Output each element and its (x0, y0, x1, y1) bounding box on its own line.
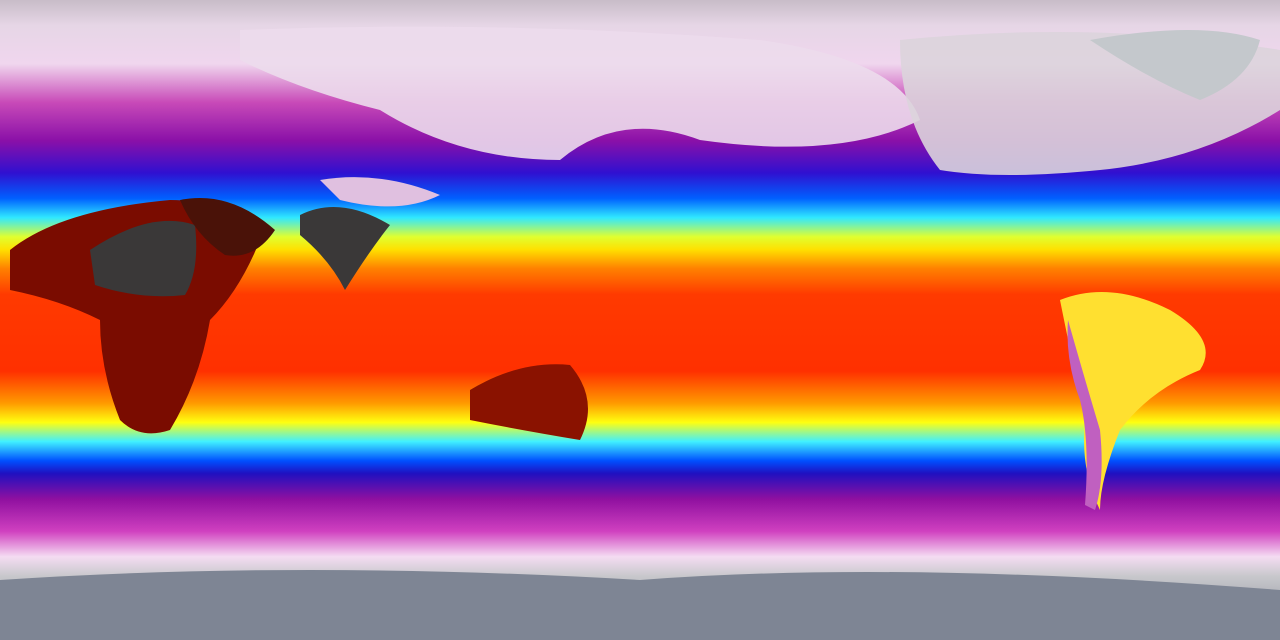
arabia (180, 198, 275, 256)
tibet-cold-region (320, 177, 440, 207)
india (300, 207, 390, 290)
andes-cold-region (1067, 320, 1102, 510)
greenland (1090, 30, 1260, 100)
australia (470, 364, 588, 440)
africa (10, 200, 260, 434)
antarctica (0, 570, 1280, 640)
siberia-cold-region (240, 26, 920, 160)
sahara-hot-region (90, 220, 197, 297)
